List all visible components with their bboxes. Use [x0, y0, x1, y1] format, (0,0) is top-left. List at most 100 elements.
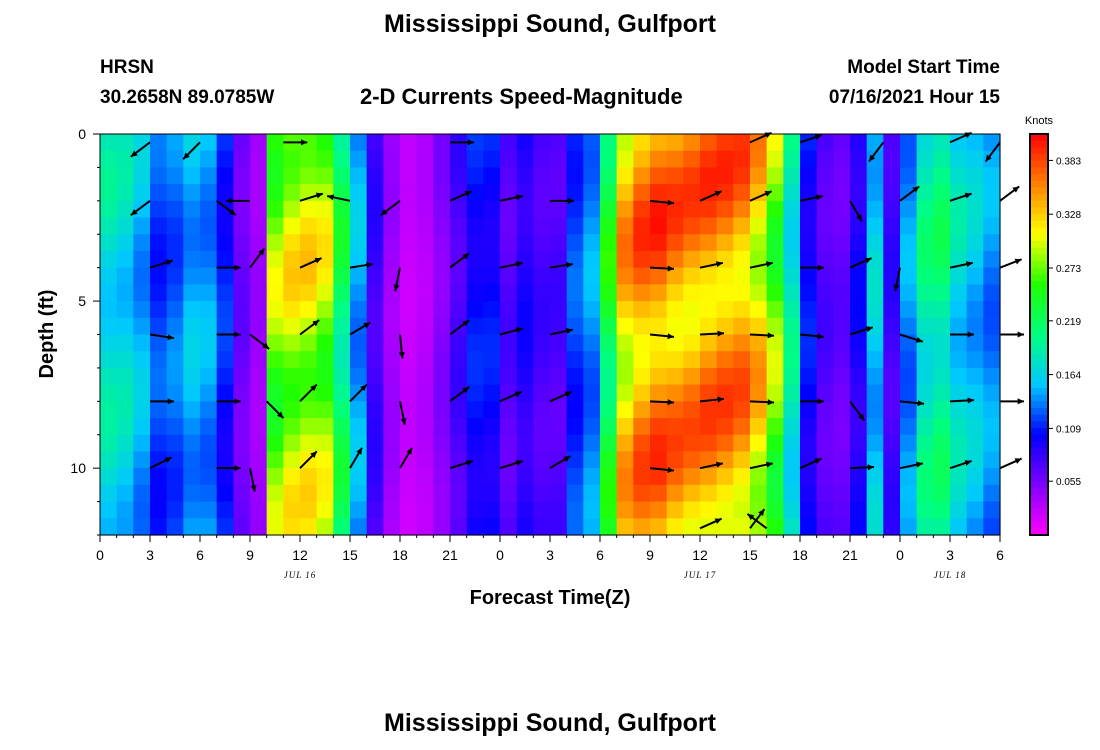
heatmap-cell	[233, 384, 251, 402]
heatmap-cell	[133, 401, 151, 419]
heatmap-cell	[616, 418, 634, 436]
heatmap-cell	[833, 217, 851, 235]
heatmap-cell	[833, 301, 851, 319]
heatmap-cell	[400, 367, 418, 386]
heatmap-cell	[666, 334, 684, 352]
heatmap-cell	[316, 150, 334, 169]
heatmap-cell	[716, 167, 734, 185]
heatmap-cell	[733, 501, 751, 519]
heatmap-cell	[683, 518, 701, 536]
heatmap-cell	[666, 451, 684, 469]
heatmap-cell	[466, 451, 484, 469]
colorbar-segment	[1030, 187, 1048, 195]
current-vector-head	[516, 194, 523, 201]
heatmap-cell	[916, 434, 934, 453]
heatmap-cell	[983, 418, 1001, 436]
heatmap-cell	[933, 468, 951, 486]
heatmap-cell	[983, 250, 1001, 269]
heatmap-cell	[350, 351, 368, 369]
heatmap-cell	[300, 167, 318, 185]
heatmap-cell	[100, 301, 118, 319]
heatmap-cell	[550, 200, 568, 219]
current-vector-head	[814, 458, 822, 464]
heatmap-cell	[350, 367, 368, 386]
heatmap-cell	[316, 134, 334, 152]
current-vector-head	[234, 331, 241, 338]
colorbar-tick-label: 0.383	[1056, 156, 1081, 167]
heatmap-cell	[216, 150, 234, 169]
heatmap-cell	[483, 418, 501, 436]
current-vector-head	[312, 320, 320, 327]
heatmap-cell	[933, 184, 951, 202]
heatmap-cell	[733, 351, 751, 369]
heatmap-cell	[466, 317, 484, 336]
heatmap-cell	[216, 418, 234, 436]
heatmap-cell	[516, 501, 534, 519]
heatmap-cell	[166, 418, 184, 436]
heatmap-cell	[100, 317, 118, 336]
heatmap-cell	[416, 501, 434, 519]
heatmap-cell	[500, 468, 518, 486]
heatmap-cell	[850, 150, 868, 169]
heatmap-cell	[766, 384, 784, 402]
heatmap-cell	[666, 401, 684, 419]
colorbar-tick-label: 0.055	[1056, 477, 1081, 488]
heatmap-cell	[283, 301, 301, 319]
heatmap-cell	[850, 434, 868, 453]
heatmap-cell	[566, 351, 584, 369]
colorbar-segment	[1030, 434, 1048, 443]
heatmap-cell	[866, 250, 884, 269]
top-title: Mississippi Sound, Gulfport	[384, 10, 716, 38]
heatmap-cell	[816, 284, 834, 302]
current-vector-head	[764, 132, 772, 139]
heatmap-cell	[600, 317, 618, 336]
current-vector-head	[716, 261, 723, 268]
heatmap-cell	[183, 217, 201, 235]
heatmap-cell	[166, 501, 184, 519]
heatmap-cell	[600, 468, 618, 486]
heatmap-cell	[133, 267, 151, 285]
heatmap-cell	[983, 184, 1001, 202]
heatmap-cell	[750, 200, 768, 219]
heatmap-cell	[433, 367, 451, 386]
heatmap-cell	[283, 367, 301, 386]
heatmap-cell	[116, 468, 134, 486]
heatmap-cell	[700, 217, 718, 235]
heatmap-cell	[683, 184, 701, 202]
current-vector-head	[1017, 331, 1024, 338]
heatmap-cell	[350, 200, 368, 219]
heatmap-cell	[533, 284, 551, 302]
y-tick-label: 5	[78, 293, 86, 309]
heatmap-cell	[900, 150, 918, 169]
heatmap-cell	[600, 351, 618, 369]
heatmap-cell	[266, 384, 284, 402]
colorbar-tick-label: 0.328	[1056, 210, 1081, 221]
heatmap-cell	[416, 418, 434, 436]
heatmap-cell	[716, 150, 734, 169]
heatmap-cell	[150, 267, 168, 285]
current-vector-head	[1014, 258, 1022, 265]
heatmap-cell	[966, 134, 984, 152]
current-vector-head	[566, 262, 573, 269]
heatmap-cell	[166, 434, 184, 453]
heatmap-cell	[733, 217, 751, 235]
heatmap-cell	[166, 351, 184, 369]
heatmap-cell	[966, 501, 984, 519]
heatmap-cell	[450, 367, 468, 386]
heatmap-cell	[266, 418, 284, 436]
heatmap-cell	[333, 217, 351, 235]
heatmap-cell	[883, 468, 901, 486]
heatmap-cell	[350, 134, 368, 152]
heatmap-cell	[250, 418, 268, 436]
heatmap-cell	[283, 317, 301, 336]
heatmap-cell	[283, 150, 301, 169]
heatmap-cell	[416, 184, 434, 202]
heatmap-cell	[233, 468, 251, 486]
heatmap-cell	[650, 501, 668, 519]
heatmap-cell	[600, 267, 618, 285]
heatmap-cell	[133, 351, 151, 369]
heatmap-cell	[550, 418, 568, 436]
heatmap-cell	[416, 217, 434, 235]
heatmap-cell	[216, 384, 234, 402]
heatmap-cell	[283, 484, 301, 503]
